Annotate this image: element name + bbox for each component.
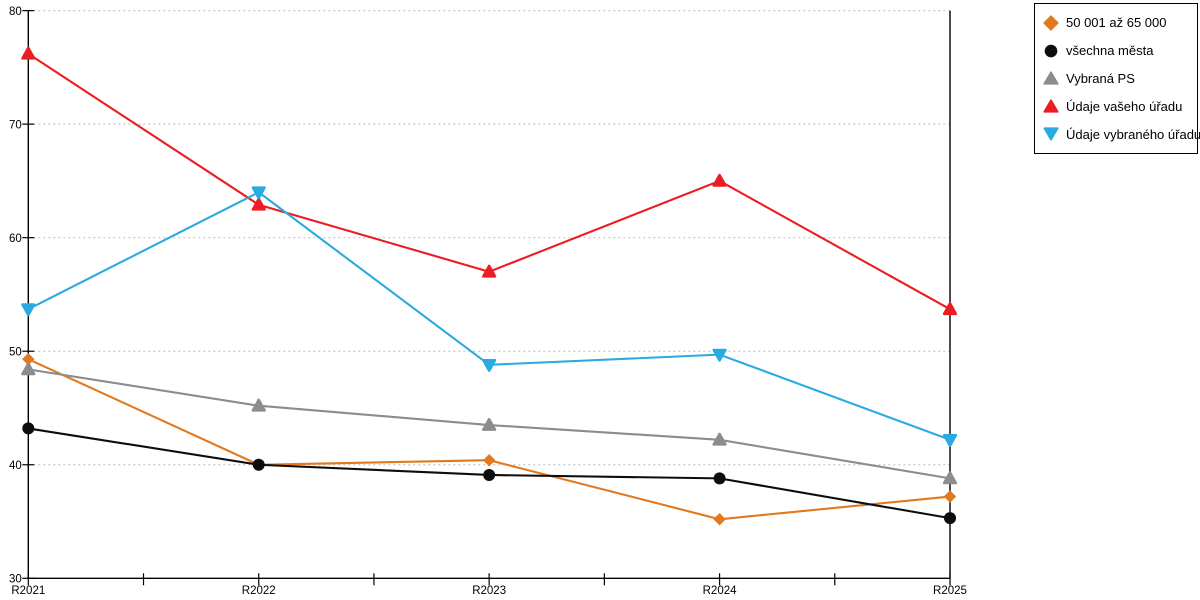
triangle-up-marker	[21, 362, 36, 376]
triangle-down-marker	[482, 358, 497, 372]
y-tick-label: 40	[9, 460, 22, 472]
triangle-down-marker	[251, 186, 266, 200]
legend-label: 50 001 až 65 000	[1066, 15, 1167, 31]
legend-item: Údaje vašeho úřadu	[1043, 98, 1193, 114]
diamond-icon	[1043, 15, 1059, 31]
x-tick-label: R2021	[11, 585, 45, 597]
triangle-down-icon	[1043, 127, 1059, 141]
triangle-down-marker	[21, 303, 36, 317]
y-tick-label: 70	[9, 119, 22, 131]
legend-item: 50 001 až 65 000	[1043, 15, 1193, 31]
x-tick-label: R2024	[703, 585, 737, 597]
circle-marker	[944, 512, 956, 525]
series-line-4	[27, 191, 951, 441]
triangle-down-marker	[942, 433, 958, 447]
circle-marker	[713, 472, 726, 485]
triangle-up-marker	[942, 471, 958, 485]
diamond-marker	[713, 513, 726, 526]
circle-icon	[1044, 44, 1058, 57]
triangle-up-marker	[712, 432, 727, 446]
circle-marker	[22, 422, 35, 435]
triangle-down-marker	[712, 348, 727, 362]
diamond-marker	[943, 490, 957, 503]
triangle-up-marker	[712, 173, 727, 187]
triangle-up-marker	[21, 46, 36, 60]
triangle-up-marker	[482, 264, 497, 278]
y-tick-label: 80	[9, 6, 22, 18]
legend-item: Údaje vybraného úřadu	[1043, 126, 1200, 142]
circle-marker	[483, 468, 496, 481]
diamond-glyph	[1043, 15, 1059, 31]
diamond-marker	[482, 454, 496, 467]
y-tick-label: 50	[9, 346, 22, 358]
x-tick-label: R2022	[242, 585, 276, 597]
y-tick-label: 60	[9, 233, 22, 245]
triangle-down-glyph	[1043, 127, 1059, 141]
triangle-up-marker	[942, 302, 958, 316]
triangle-up-icon	[1043, 71, 1059, 86]
legend-label: Vybraná PS	[1066, 70, 1135, 86]
x-tick-label: R2025	[933, 585, 967, 597]
legend-label: všechna města	[1066, 43, 1154, 59]
triangle-up-glyph	[1043, 71, 1059, 86]
legend-label: Údaje vybraného úřadu	[1066, 126, 1200, 142]
y-tick-label: 30	[9, 574, 22, 586]
triangle-up-marker	[251, 398, 266, 412]
legend-item: Vybraná PS	[1043, 70, 1193, 86]
triangle-up-marker	[251, 197, 266, 211]
circle-marker	[252, 458, 265, 471]
triangle-up-marker	[482, 417, 497, 431]
triangle-up-icon	[1043, 99, 1059, 113]
diamond-marker	[22, 352, 35, 366]
legend: 50 001 až 65 000 všechna města Vybraná PS Ú…	[1034, 3, 1200, 154]
circle-glyph	[1044, 44, 1058, 57]
legend-item: všechna města	[1043, 43, 1193, 59]
x-tick-label: R2023	[472, 585, 506, 597]
triangle-up-glyph	[1043, 99, 1059, 113]
legend-label: Údaje vašeho úřadu	[1066, 98, 1183, 114]
